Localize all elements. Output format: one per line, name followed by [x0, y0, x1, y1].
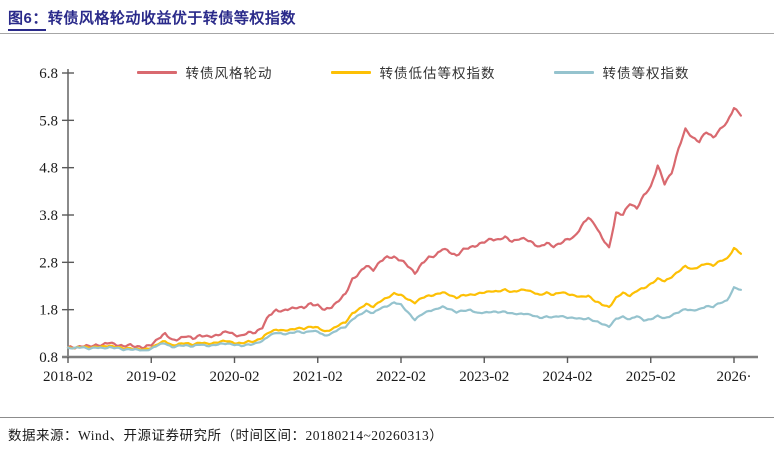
x-tick-label: 2025-02: [626, 369, 676, 385]
series-line-0: [66, 106, 743, 350]
x-tick-label: 2021-02: [293, 369, 343, 385]
series-line-1: [66, 246, 743, 351]
y-tick-label: 0.8: [39, 350, 58, 366]
y-tick-label: 3.8: [39, 208, 58, 224]
x-tick-label: 2023-02: [459, 369, 509, 385]
figure-footer: 数据来源：Wind、开源证券研究所（时间区间：20180214~20260313…: [0, 417, 774, 450]
y-tick-label: 5.8: [39, 113, 58, 129]
x-tick-label: 2024-02: [543, 369, 593, 385]
legend-item-style-rotation: 转债风格轮动: [136, 62, 273, 82]
teal-line-swatch-icon: [553, 70, 594, 74]
title-accent-underline: [8, 29, 46, 31]
figure-header: 图6：转债风格轮动收益优于转债等权指数: [0, 0, 774, 34]
x-tick-label: 2019-02: [126, 369, 176, 385]
series-line-2: [66, 286, 743, 352]
red-line-swatch-icon: [136, 70, 177, 74]
x-tick-label: 2020-02: [210, 369, 260, 385]
chart-legend: 转债风格轮动 转债低估等权指数 转债等权指数: [68, 62, 758, 82]
y-tick-label: 2.8: [39, 255, 58, 271]
legend-label: 转债风格轮动: [185, 66, 273, 81]
x-tick-label: 2022-02: [376, 369, 426, 385]
x-tick-label: 2026·: [717, 369, 752, 385]
legend-item-undervalued-index: 转债低估等权指数: [330, 62, 496, 82]
y-tick-label: 4.8: [39, 161, 58, 177]
legend-label: 转债等权指数: [602, 66, 690, 81]
page-title: 图6：转债风格轮动收益优于转债等权指数: [8, 10, 296, 27]
y-tick-label: 6.8: [39, 66, 58, 82]
y-tick-label: 1.8: [39, 303, 58, 319]
legend-label: 转债低估等权指数: [379, 66, 496, 81]
yellow-line-swatch-icon: [330, 70, 371, 74]
x-tick-label: 2018-02: [43, 369, 93, 385]
data-source-note: 数据来源：Wind、开源证券研究所（时间区间：20180214~20260313…: [8, 428, 444, 443]
legend-item-equal-weight-index: 转债等权指数: [553, 62, 690, 82]
